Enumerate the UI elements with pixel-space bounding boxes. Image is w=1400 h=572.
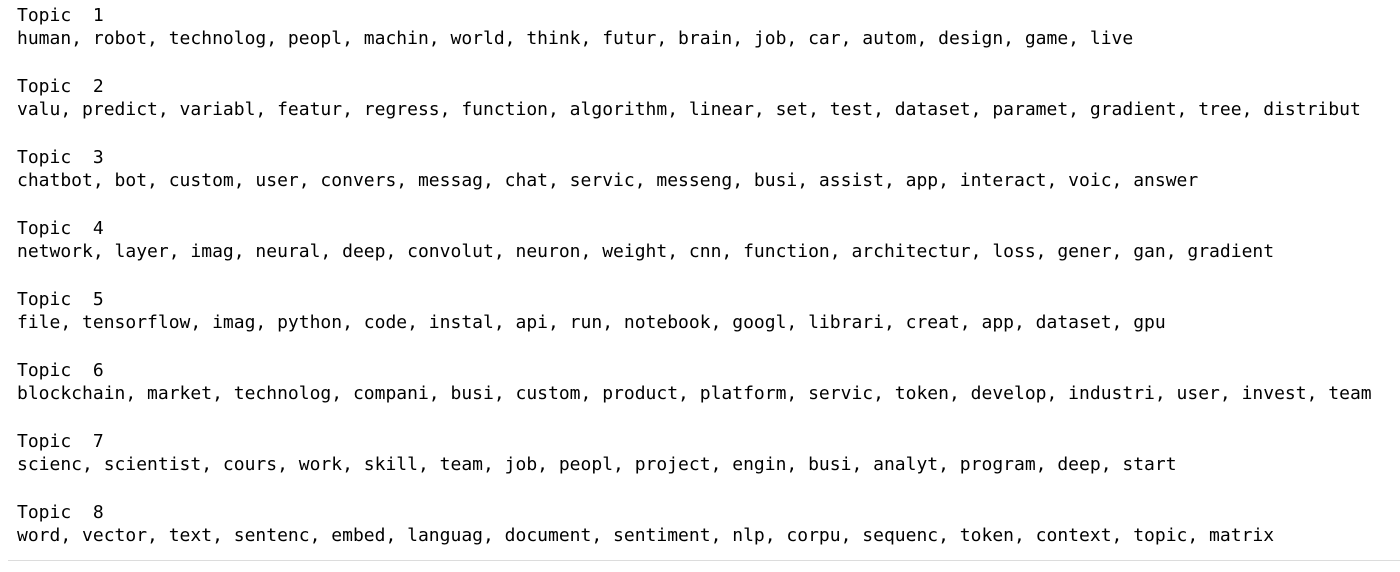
topic-words: network, layer, imag, neural, deep, conv… <box>17 241 1275 262</box>
topic-block-2: Topic 2 valu, predict, variabl, featur, … <box>17 75 1392 146</box>
topic-block-7: Topic 7 scienc, scientist, cours, work, … <box>17 430 1392 501</box>
topic-words: blockchain, market, technolog, compani, … <box>17 383 1372 404</box>
topic-label: Topic 3 <box>17 147 104 168</box>
topic-block-1: Topic 1 human, robot, technolog, peopl, … <box>17 4 1392 75</box>
topic-block-3: Topic 3 chatbot, bot, custom, user, conv… <box>17 146 1392 217</box>
topic-label: Topic 7 <box>17 431 104 452</box>
topic-block-8: Topic 8 word, vector, text, sentenc, emb… <box>17 501 1392 572</box>
topic-words: valu, predict, variabl, featur, regress,… <box>17 99 1361 120</box>
cell-output: Topic 1 human, robot, technolog, peopl, … <box>17 4 1392 572</box>
topic-words: human, robot, technolog, peopl, machin, … <box>17 28 1134 49</box>
topic-words: file, tensorflow, imag, python, code, in… <box>17 312 1166 333</box>
topic-label: Topic 4 <box>17 218 104 239</box>
topic-words: scienc, scientist, cours, work, skill, t… <box>17 454 1177 475</box>
topic-label: Topic 1 <box>17 5 104 26</box>
topic-label: Topic 5 <box>17 289 104 310</box>
topic-block-4: Topic 4 network, layer, imag, neural, de… <box>17 217 1392 288</box>
topic-label: Topic 2 <box>17 76 104 97</box>
topic-label: Topic 6 <box>17 360 104 381</box>
topic-words: word, vector, text, sentenc, embed, lang… <box>17 525 1275 546</box>
topic-words: chatbot, bot, custom, user, convers, mes… <box>17 170 1199 191</box>
topic-block-6: Topic 6 blockchain, market, technolog, c… <box>17 359 1392 430</box>
topic-label: Topic 8 <box>17 502 104 523</box>
output-divider <box>8 560 1400 561</box>
topic-block-5: Topic 5 file, tensorflow, imag, python, … <box>17 288 1392 359</box>
